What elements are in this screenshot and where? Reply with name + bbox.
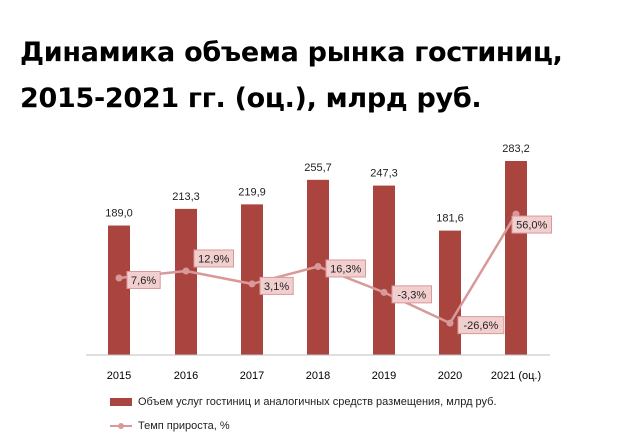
bar-value-label-2: 219,9 (238, 186, 266, 198)
growth-label-box-1 (193, 249, 234, 268)
bar-6 (505, 161, 527, 355)
bar-value-label-3: 255,7 (304, 162, 332, 174)
chart-title-line-2: 2015-2021 гг. (оц.), млрд руб. (20, 83, 482, 114)
bar-value-label-1: 213,3 (172, 191, 200, 203)
bar-1 (175, 208, 197, 355)
bar-0 (108, 225, 130, 355)
growth-label-1: 12,9% (198, 253, 229, 265)
legend-label-volume: Объем услуг гостиниц и аналогичных средс… (138, 396, 497, 408)
bar-value-label-4: 247,3 (370, 168, 398, 180)
growth-label-0: 7,6% (131, 275, 156, 287)
legend-item-volume: Объем услуг гостиниц и аналогичных средс… (110, 396, 497, 408)
growth-label-2: 3,1% (264, 281, 289, 293)
legend-item-growth: Темп прироста, % (110, 420, 230, 432)
chart-title: Динамика объема рынка гостиниц, 2015-202… (20, 30, 630, 122)
growth-label-5: -26,6% (463, 320, 498, 332)
x-tick-label-5: 2020 (438, 370, 462, 382)
growth-label-box-3 (325, 259, 366, 278)
legend-label-growth: Темп прироста, % (138, 420, 230, 432)
legend-swatch-line (110, 422, 132, 430)
growth-point-0 (115, 274, 123, 282)
growth-label-box-2 (259, 276, 294, 295)
growth-label-3: 16,3% (330, 263, 361, 275)
growth-label-4: -3,3% (397, 289, 426, 301)
x-tick-label-3: 2018 (306, 370, 330, 382)
chart-title-line-1: Динамика объема рынка гостиниц, (20, 37, 563, 68)
growth-label-box-6 (511, 215, 552, 234)
growth-point-4 (380, 288, 388, 296)
growth-point-1 (182, 267, 190, 275)
x-tick-label-2: 2017 (240, 370, 264, 382)
x-tick-label-6: 2021 (оц.) (491, 370, 541, 382)
growth-label-6: 56,0% (516, 220, 547, 232)
bar-4 (373, 185, 395, 355)
x-tick-label-4: 2019 (372, 370, 396, 382)
x-tick-label-1: 2016 (174, 370, 198, 382)
x-tick-label-0: 2015 (107, 370, 131, 382)
bar-value-label-6: 283,2 (502, 143, 530, 155)
bar-2 (241, 204, 263, 355)
bar-5 (439, 230, 461, 355)
growth-point-3 (314, 262, 322, 270)
bar-value-label-5: 181,6 (436, 213, 464, 225)
growth-point-5 (446, 319, 454, 327)
growth-label-box-4 (391, 285, 432, 304)
bar-value-label-0: 189,0 (105, 208, 133, 220)
legend-swatch-bar (110, 398, 132, 407)
growth-label-box-5 (457, 316, 505, 335)
growth-point-2 (248, 280, 256, 288)
growth-label-box-0 (126, 270, 161, 289)
